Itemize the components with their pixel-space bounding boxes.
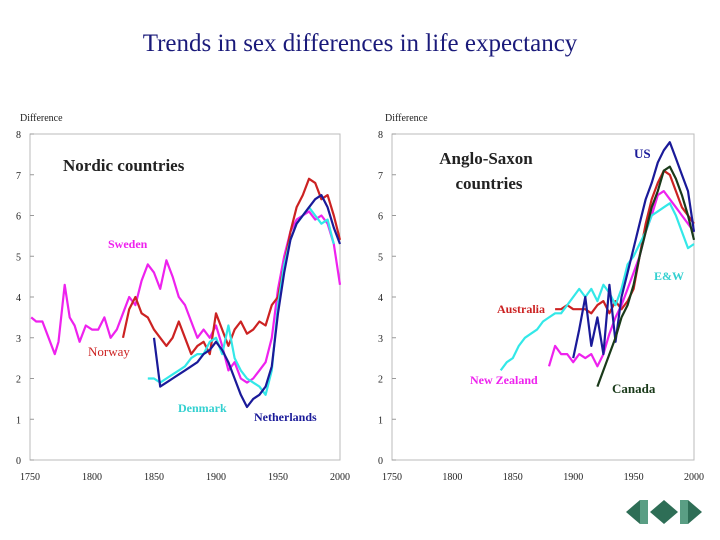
label-norway: Norway [88, 344, 130, 359]
series-line-netherlands [152, 194, 342, 409]
nav-controls [626, 500, 702, 524]
label-ew: E&W [654, 269, 684, 283]
slide-title: Trends in sex differences in life expect… [142, 30, 578, 57]
series-line-e-w [499, 202, 695, 372]
y-tick-label: 6 [16, 212, 21, 223]
label-denmark: Denmark [178, 401, 227, 415]
x-tick-label: 1800 [442, 472, 462, 483]
series-line-denmark [147, 206, 335, 396]
y-tick-label: 3 [378, 334, 383, 345]
y-tick-label: 0 [16, 456, 21, 467]
x-ticks: 1750 1800 1850 1900 1950 2000 [382, 472, 704, 483]
next-arrow-icon [688, 500, 702, 524]
x-tick-label: 1800 [82, 472, 102, 483]
x-tick-label: 1950 [624, 472, 644, 483]
label-canada: Canada [612, 381, 656, 396]
y-tick-label: 8 [16, 130, 21, 141]
next-arrow-icon-block [680, 500, 688, 524]
x-tick-label: 2000 [684, 472, 704, 483]
chart-title-line-2: countries [455, 174, 522, 193]
label-sweden: Sweden [108, 237, 148, 251]
chart-title-line-1: Anglo-Saxon [439, 149, 533, 168]
x-tick-label: 1850 [144, 472, 164, 483]
y-tick-label: 0 [378, 456, 383, 467]
y-tick-label: 7 [16, 171, 21, 182]
y-tick-label: 1 [16, 415, 21, 426]
chart-nordic: Difference 0 1 2 3 4 5 6 7 8 1750 1800 1850 1900 195… [16, 113, 350, 483]
y-tick-label: 4 [16, 293, 21, 304]
prev-arrow-icon-block [640, 500, 648, 524]
y-tick-label: 1 [378, 415, 383, 426]
prev-arrow-icon [626, 500, 640, 524]
y-tick-label: 5 [16, 252, 21, 263]
y-tick-label: 3 [16, 334, 21, 345]
label-us: US [634, 146, 651, 161]
chart-anglo-saxon: Difference 0 1 2 3 4 5 6 7 8 1750 1800 1850 1900 195… [378, 113, 704, 483]
y-tick-label: 8 [378, 130, 383, 141]
series-line-australia [555, 169, 695, 315]
y-tick-label: 4 [378, 293, 383, 304]
y-axis-label: Difference [20, 113, 63, 124]
series-line-us [572, 141, 696, 359]
x-ticks: 1750 1800 1850 1900 1950 2000 [20, 472, 350, 483]
label-netherlands: Netherlands [254, 410, 317, 424]
x-tick-label: 1900 [563, 472, 583, 483]
x-tick-label: 1750 [20, 472, 40, 483]
plot-frame [391, 133, 695, 461]
y-ticks: 0 1 2 3 4 5 6 7 8 [378, 130, 396, 467]
y-axis-label: Difference [385, 113, 428, 124]
home-diamond-icon [650, 500, 678, 524]
y-tick-label: 2 [378, 375, 383, 386]
y-tick-label: 6 [378, 212, 383, 223]
y-tick-label: 7 [378, 171, 383, 182]
x-tick-label: 1950 [268, 472, 288, 483]
chart-title: Nordic countries [63, 156, 185, 175]
series-line-canada [596, 165, 696, 387]
series-line-sweden [30, 210, 342, 384]
label-new-zealand: New Zealand [470, 373, 538, 387]
label-australia: Australia [497, 302, 545, 316]
y-ticks: 0 1 2 3 4 5 6 7 8 [16, 130, 34, 467]
x-tick-label: 1750 [382, 472, 402, 483]
prev-slide-button[interactable] [626, 500, 648, 524]
series-lines [30, 177, 342, 409]
y-tick-label: 2 [16, 375, 21, 386]
x-tick-label: 2000 [330, 472, 350, 483]
y-tick-label: 5 [378, 252, 383, 263]
series-lines [499, 141, 696, 387]
series-line-norway [121, 177, 342, 356]
next-slide-button[interactable] [680, 500, 702, 524]
home-button[interactable] [650, 500, 678, 524]
x-tick-label: 1900 [206, 472, 226, 483]
x-tick-label: 1850 [503, 472, 523, 483]
